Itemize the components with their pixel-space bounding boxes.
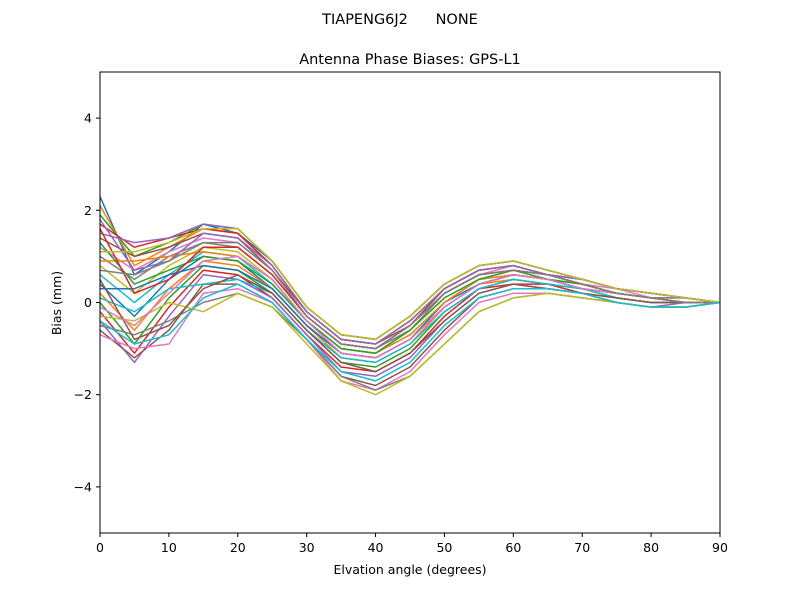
x-tick-label: 60 <box>505 540 521 555</box>
x-tick-label: 20 <box>230 540 246 555</box>
x-tick-label: 90 <box>712 540 728 555</box>
series-line-22 <box>100 251 720 354</box>
chart-suptitle: TIAPENG6J2 NONE <box>321 12 478 28</box>
plot-area <box>99 71 721 534</box>
series-line-30 <box>99 283 721 382</box>
series-line-29 <box>100 227 721 341</box>
y-tick-label: 4 <box>84 111 92 126</box>
y-tick-label: −4 <box>74 479 92 494</box>
series-line-28 <box>99 241 720 350</box>
y-axis: −4 −2 0 2 4 <box>74 111 100 494</box>
x-axis: 0 10 20 30 40 50 60 70 80 90 <box>96 533 728 555</box>
series-layer <box>99 196 721 396</box>
y-axis-label: Bias (mm) <box>49 271 64 335</box>
x-tick-label: 40 <box>368 540 384 555</box>
x-tick-label: 30 <box>299 540 315 555</box>
x-tick-label: 80 <box>643 540 659 555</box>
x-tick-label: 70 <box>574 540 590 555</box>
plot-frame <box>99 71 721 534</box>
x-axis-label: Elvation angle (degrees) <box>333 562 486 577</box>
series-line-27 <box>99 255 720 359</box>
series-line-10 <box>99 251 720 354</box>
x-tick-label: 50 <box>436 540 452 555</box>
series-line-6 <box>99 232 721 345</box>
y-tick-label: −2 <box>74 387 92 402</box>
y-tick-label: 2 <box>84 203 92 218</box>
x-tick-label: 10 <box>161 540 177 555</box>
y-tick-label: 0 <box>84 295 92 310</box>
chart-title: Antenna Phase Biases: GPS-L1 <box>299 52 521 68</box>
series-line-7 <box>99 237 721 350</box>
x-tick-label: 0 <box>96 540 104 555</box>
series-line-26 <box>99 274 720 373</box>
